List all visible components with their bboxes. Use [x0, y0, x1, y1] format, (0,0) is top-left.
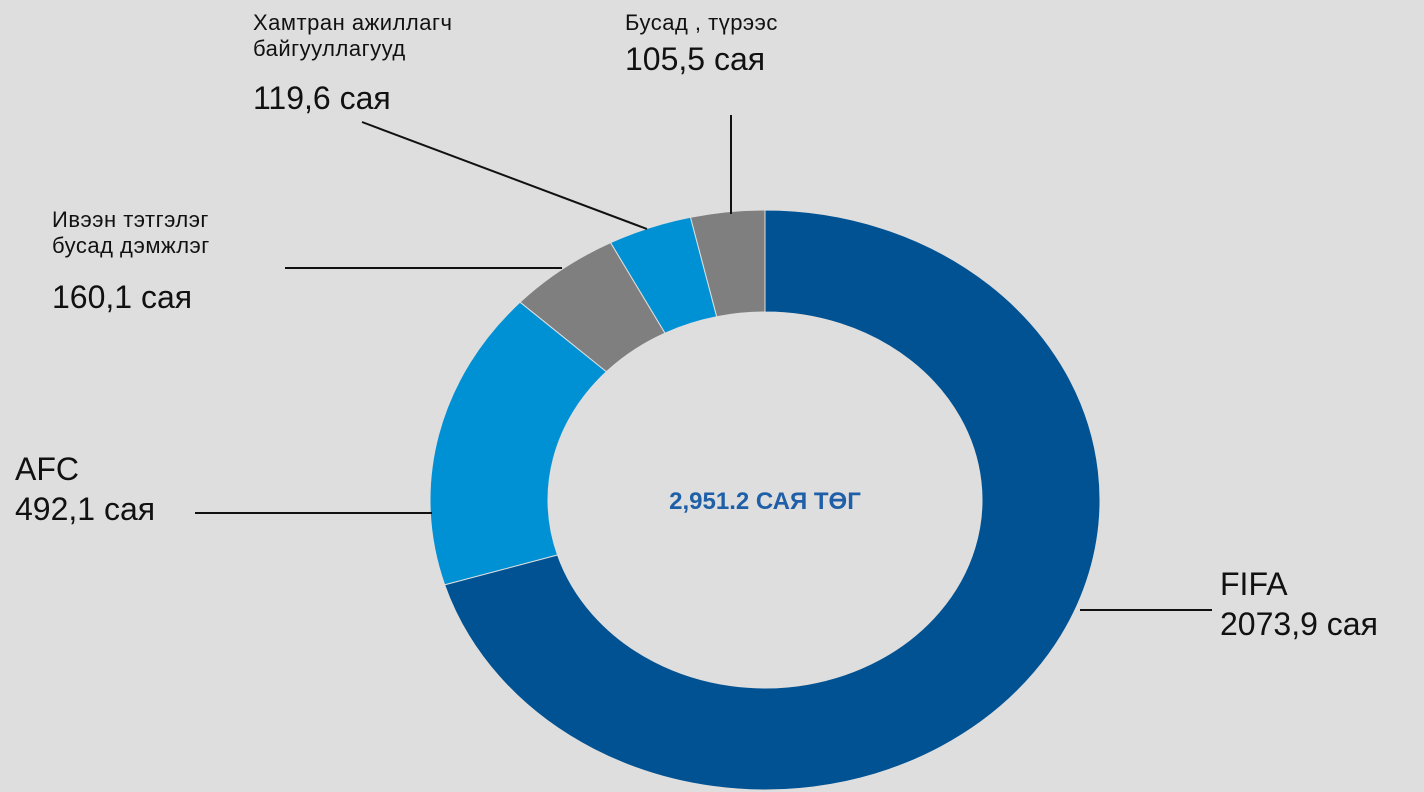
category-label: Хамтран ажиллагч байгууллагууд: [253, 10, 453, 62]
value-label: 160,1 сая: [52, 279, 193, 315]
slice: [444, 209, 1101, 791]
value-label: 2073,9 сая: [1220, 606, 1378, 642]
value-label: 492,1 сая: [15, 491, 156, 527]
category-label: Бусад , түрээс: [625, 10, 778, 35]
value-label: 105,5 сая: [625, 41, 766, 77]
value-label: 119,6 сая: [253, 80, 391, 116]
center-label: 2,951.2 САЯ ТӨГ: [669, 488, 861, 515]
category-label: AFC: [15, 451, 79, 487]
slice: [519, 242, 666, 373]
leader-line: [361, 121, 648, 230]
category-label: Ивээн тэтгэлэг бусад дэмжлэг: [52, 207, 210, 259]
slice: [609, 216, 718, 334]
slice: [429, 301, 608, 586]
leader-lines: [195, 115, 1212, 611]
category-label: FIFA: [1220, 566, 1288, 602]
